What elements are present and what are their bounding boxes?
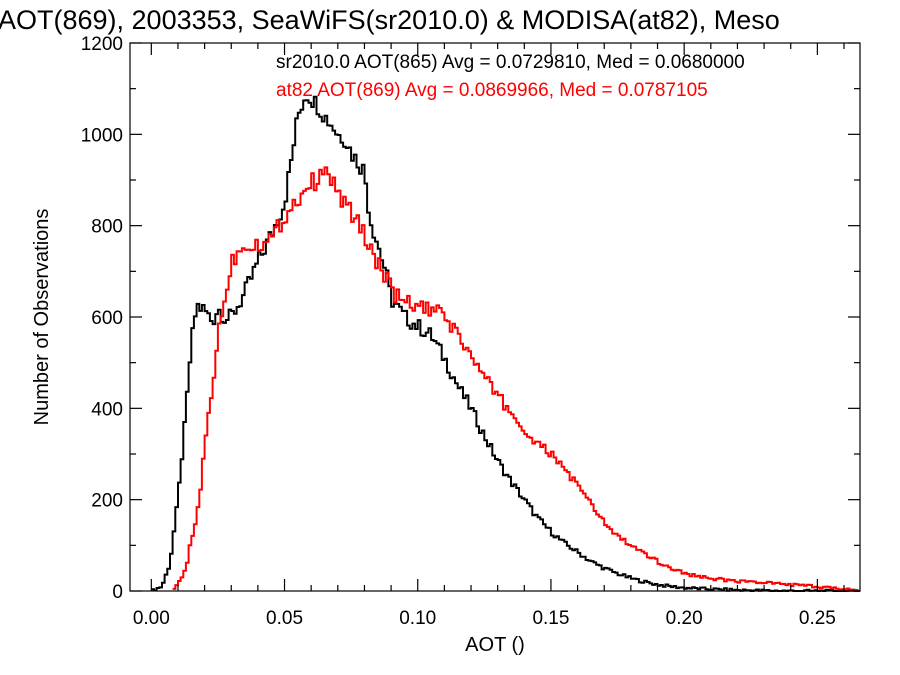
- y-tick-label: 800: [91, 217, 123, 238]
- x-tick-label: 0.00: [133, 608, 170, 629]
- x-axis-label: AOT (): [465, 634, 525, 656]
- y-tick-label: 400: [91, 399, 123, 420]
- y-tick-label: 0: [112, 582, 123, 603]
- annotation-at82: at82 AOT(869) Avg = 0.0869966, Med = 0.0…: [276, 80, 708, 101]
- y-tick-label: 1200: [81, 34, 123, 55]
- y-tick-label: 200: [91, 491, 123, 512]
- series-layer: [151, 95, 860, 592]
- series-line-1: [151, 95, 860, 592]
- x-tick-label: 0.05: [266, 608, 303, 629]
- y-tick-label: 600: [91, 308, 123, 329]
- series-line-2: [172, 166, 860, 592]
- x-tick-label: 0.25: [799, 608, 836, 629]
- axis-ticks: 0.00 0.05 0.10 0.15 0.20 0.25 0 200 400 600 800 100…: [81, 34, 860, 629]
- x-tick-label: 0.20: [666, 608, 703, 629]
- annotation-sr2010: sr2010.0 AOT(865) Avg = 0.0729810, Med =…: [276, 52, 745, 73]
- plot-frame: [129, 42, 861, 592]
- x-tick-label: 0.15: [532, 608, 569, 629]
- chart-title: AOT(869), 2003353, SeaWiFS(sr2010.0) & M…: [0, 5, 780, 35]
- y-tick-label: 1000: [81, 125, 123, 146]
- x-tick-label: 0.10: [399, 608, 436, 629]
- y-axis-label: Number of Observations: [31, 209, 53, 426]
